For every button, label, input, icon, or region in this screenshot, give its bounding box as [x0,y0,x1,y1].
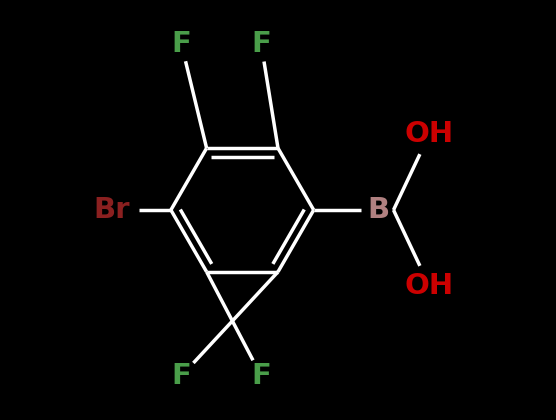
Text: F: F [251,362,271,390]
Text: Br: Br [94,196,130,224]
Text: F: F [251,30,271,58]
Text: OH: OH [405,272,454,299]
Text: F: F [171,362,191,390]
Text: F: F [171,30,191,58]
Text: B: B [368,196,390,224]
Text: OH: OH [405,121,454,148]
